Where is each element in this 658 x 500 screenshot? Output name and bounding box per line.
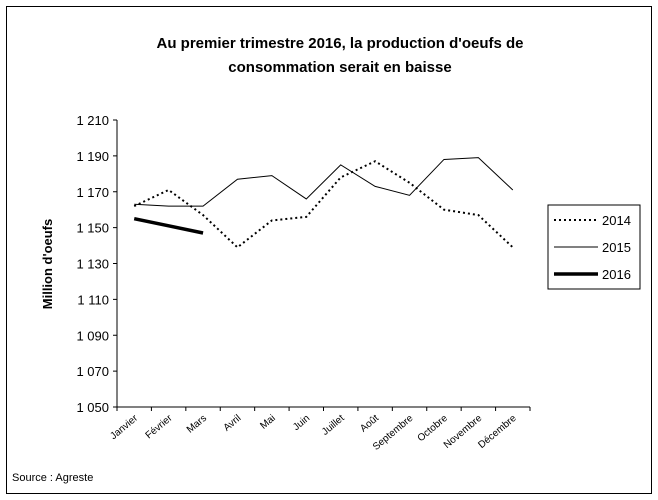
y-axis-label: Million d'oeufs	[40, 219, 55, 309]
y-tick-label: 1 050	[76, 400, 109, 415]
y-tick-label: 1 070	[76, 364, 109, 379]
legend-label: 2016	[602, 267, 631, 282]
y-tick-label: 1 150	[76, 221, 109, 236]
chart-frame	[6, 6, 652, 494]
legend-label: 2014	[602, 213, 631, 228]
chart-title: consommation serait en baisse	[228, 59, 451, 76]
chart-title: Au premier trimestre 2016, la production…	[157, 35, 524, 52]
line-series	[133, 160, 514, 249]
y-tick-label: 1 130	[76, 257, 109, 272]
line-series	[134, 157, 514, 207]
y-tick-label: 1 110	[77, 292, 109, 307]
y-tick-label: 1 090	[76, 328, 109, 343]
source: Source : Agreste	[12, 472, 93, 484]
y-tick-label: 1 210	[76, 113, 109, 128]
legend-label: 2015	[602, 240, 631, 255]
y-tick-label: 1 170	[76, 185, 109, 200]
line-series	[133, 216, 204, 235]
y-tick-label: 1 190	[76, 149, 109, 164]
